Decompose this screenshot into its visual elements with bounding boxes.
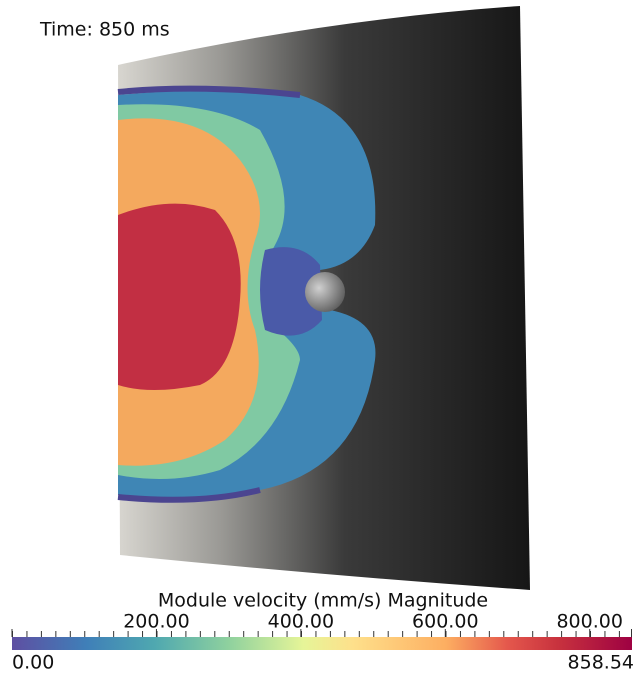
colorbar-minor-ticks [12, 631, 632, 637]
colorbar-title: Module velocity (mm/s) Magnitude [158, 590, 488, 612]
colorbar-tick-label: 600.00 [412, 611, 478, 633]
colorbar: Module velocity (mm/s) Magnitude [12, 590, 632, 650]
colorbar-gradient [12, 637, 632, 650]
colorbar-min-label: 0.00 [12, 652, 54, 674]
colorbar-tick-label: 800.00 [556, 611, 622, 633]
time-label: Time: 850 ms [39, 19, 170, 41]
colorbar-tick-label: 400.00 [268, 611, 334, 633]
colorbar-max-label: 858.54 [568, 652, 634, 674]
render [117, 6, 530, 590]
colorbar-tick-label: 200.00 [123, 611, 189, 633]
